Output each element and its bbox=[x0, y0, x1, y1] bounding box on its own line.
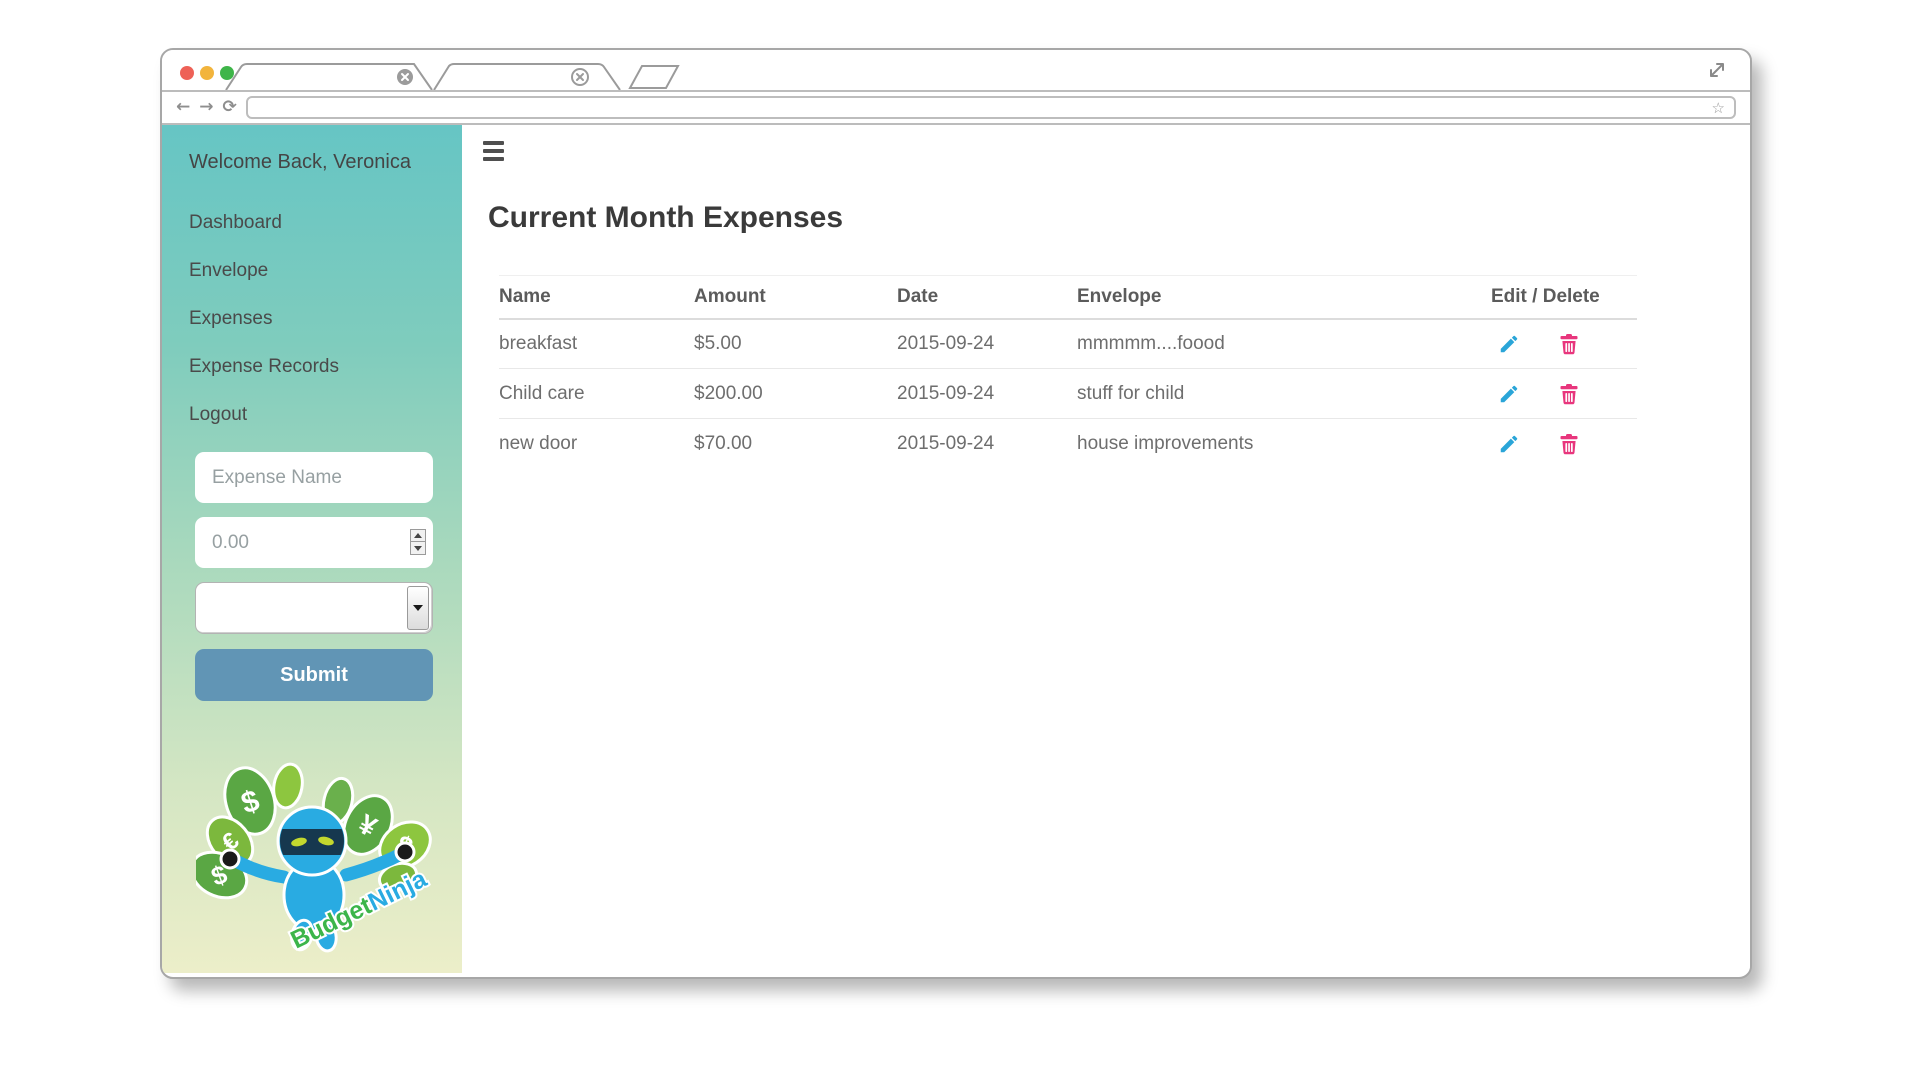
pencil-icon bbox=[1500, 435, 1518, 452]
browser-window: ← → ⟳ ☆ Welcome Back, Veronica Dashboard… bbox=[160, 48, 1752, 979]
forward-icon[interactable]: → bbox=[199, 97, 214, 117]
cell-name: breakfast bbox=[499, 318, 694, 369]
chevron-down-icon bbox=[413, 605, 423, 611]
sidebar-item-expenses[interactable]: Expenses bbox=[189, 308, 273, 329]
cell-name: new door bbox=[499, 432, 578, 454]
amount-stepper bbox=[410, 529, 426, 555]
sidebar-item-expense-records[interactable]: Expense Records bbox=[189, 356, 339, 377]
menu-hamburger-icon[interactable] bbox=[483, 141, 504, 161]
envelope-select[interactable] bbox=[195, 582, 433, 634]
delete-button[interactable] bbox=[1557, 382, 1581, 406]
table-header-row: Name Amount Date Envelope Edit / Delete bbox=[499, 275, 1637, 320]
cell-amount: $5.00 bbox=[694, 318, 897, 369]
cell-date: 2015-09-24 bbox=[897, 368, 1077, 419]
tab-background[interactable] bbox=[433, 63, 621, 90]
page-title: Current Month Expenses bbox=[488, 201, 844, 234]
sidebar-item-envelope[interactable]: Envelope bbox=[189, 260, 269, 281]
trash-icon bbox=[1560, 433, 1578, 455]
sidebar-item-logout[interactable]: Logout bbox=[189, 404, 248, 425]
cell-envelope: mmmmm....foood bbox=[1077, 318, 1491, 369]
stepper-up-icon[interactable] bbox=[410, 529, 426, 542]
trash-icon bbox=[1560, 333, 1578, 355]
traffic-lights bbox=[180, 66, 234, 80]
stepper-down-icon[interactable] bbox=[410, 542, 426, 555]
cell-envelope: stuff for child bbox=[1077, 368, 1491, 419]
browser-address-bar: ← → ⟳ ☆ bbox=[162, 90, 1750, 125]
leaf-dollar-icon: $ bbox=[223, 766, 277, 836]
cell-name: Child care bbox=[499, 368, 694, 419]
delete-button[interactable] bbox=[1557, 432, 1581, 456]
delete-button[interactable] bbox=[1557, 332, 1581, 356]
back-icon[interactable]: ← bbox=[176, 97, 191, 117]
ninja-mascot bbox=[219, 805, 416, 953]
sidebar-nav: Dashboard Envelope Expenses Expense Reco… bbox=[189, 212, 462, 425]
tab-active[interactable] bbox=[225, 63, 433, 90]
new-tab-button[interactable] bbox=[628, 65, 680, 89]
browser-tabs bbox=[225, 63, 680, 90]
tab-close-icon[interactable] bbox=[397, 69, 413, 85]
cell-date: 2015-09-24 bbox=[897, 432, 995, 454]
edit-button[interactable] bbox=[1497, 332, 1521, 356]
sidebar: Welcome Back, Veronica Dashboard Envelop… bbox=[162, 125, 462, 973]
select-dropdown-button[interactable] bbox=[407, 586, 429, 630]
col-header-amount: Amount bbox=[694, 275, 897, 320]
browser-tab-strip bbox=[162, 50, 1750, 90]
pencil-icon bbox=[1500, 385, 1518, 402]
pencil-icon bbox=[1500, 335, 1518, 352]
submit-button[interactable]: Submit bbox=[195, 649, 433, 701]
cell-date: 2015-09-24 bbox=[897, 318, 1077, 369]
main-panel: Current Month Expenses Name Amount Date … bbox=[462, 125, 1750, 973]
add-expense-form: Submit bbox=[195, 452, 433, 701]
col-header-envelope: Envelope bbox=[1077, 275, 1491, 320]
cell-amount: $200.00 bbox=[694, 368, 897, 419]
reload-icon[interactable]: ⟳ bbox=[222, 97, 237, 117]
budgetninja-logo: $ € $ bbox=[196, 762, 434, 956]
expenses-table: Name Amount Date Envelope Edit / Delete … bbox=[499, 275, 1637, 469]
leaf-icon bbox=[272, 762, 304, 810]
minimize-window-button[interactable] bbox=[200, 66, 214, 80]
tab-close-icon[interactable] bbox=[571, 68, 589, 86]
expense-amount-input[interactable] bbox=[195, 517, 433, 568]
cell-envelope: house improvements bbox=[1077, 432, 1254, 454]
table-row: new door $70.00 2015-09-24 house improve… bbox=[499, 419, 1637, 469]
edit-button[interactable] bbox=[1497, 382, 1521, 406]
maximize-window-button[interactable] bbox=[220, 66, 234, 80]
trash-icon bbox=[1560, 383, 1578, 404]
edit-button[interactable] bbox=[1497, 432, 1521, 456]
url-input[interactable]: ☆ bbox=[245, 96, 1736, 119]
col-header-edit-delete: Edit / Delete bbox=[1491, 275, 1637, 320]
fullscreen-icon[interactable] bbox=[1706, 59, 1728, 81]
welcome-message: Welcome Back, Veronica bbox=[189, 151, 411, 173]
cell-amount: $70.00 bbox=[694, 432, 753, 454]
col-header-name: Name bbox=[499, 275, 694, 320]
bookmark-star-icon[interactable]: ☆ bbox=[1711, 98, 1725, 117]
expense-name-input[interactable] bbox=[195, 452, 433, 503]
table-row: breakfast $5.00 2015-09-24 mmmmm....fooo… bbox=[499, 318, 1637, 369]
sidebar-item-dashboard[interactable]: Dashboard bbox=[189, 212, 282, 233]
col-header-date: Date bbox=[897, 275, 1077, 320]
close-window-button[interactable] bbox=[180, 66, 194, 80]
table-row: Child care $200.00 2015-09-24 stuff for … bbox=[499, 368, 1637, 419]
